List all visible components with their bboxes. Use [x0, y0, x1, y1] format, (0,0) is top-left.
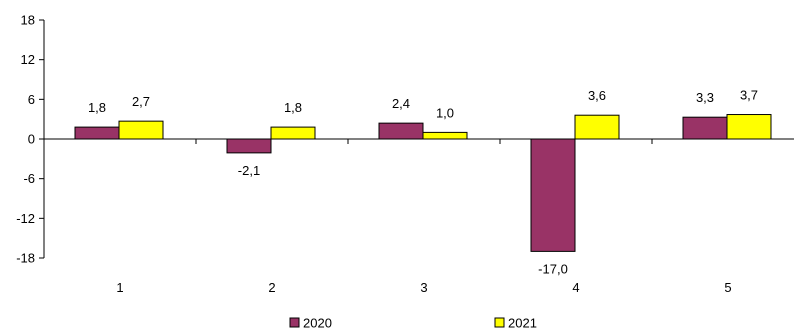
bar-2020-3: [378, 122, 424, 140]
data-label-2021-2: 1,8: [284, 100, 302, 115]
x-axis: 1 2 3 4 5: [43, 138, 794, 295]
y-tick-label: 12: [21, 52, 35, 67]
y-tick-label: 0: [28, 132, 35, 147]
bar-2021-2: [270, 126, 316, 140]
bar-2020-2: [226, 138, 272, 154]
x-tick-label: 5: [724, 280, 731, 295]
bar-2021-3: [422, 131, 468, 140]
data-label-2020-5: 3,3: [696, 90, 714, 105]
y-tick-label: -18: [16, 251, 35, 266]
data-label-2021-4: 3,6: [588, 88, 606, 103]
legend-swatch-2021: [494, 317, 505, 328]
x-tick-label: 4: [572, 280, 579, 295]
bar-2021-4: [574, 114, 620, 140]
y-tick-label: -6: [23, 171, 35, 186]
y-tick-label: 6: [28, 92, 35, 107]
data-label-2020-2: -2,1: [238, 163, 260, 178]
bar-2020-4: [530, 138, 576, 252]
legend-swatch-2020: [289, 317, 300, 328]
y-tick-label: 18: [21, 13, 35, 28]
data-label-2020-1: 1,8: [88, 100, 106, 115]
bar-2021-1: [118, 120, 164, 140]
bar-2020-5: [682, 116, 728, 140]
legend-label-2021: 2021: [508, 316, 537, 331]
x-tick-label: 3: [420, 280, 427, 295]
bar-2020-1: [74, 126, 120, 140]
bar-2021-5: [726, 114, 772, 140]
data-label-2021-3: 1,0: [436, 105, 454, 120]
bars: [74, 114, 772, 252]
data-labels: 1,8 2,7 -2,1 1,8 2,4 1,0 -17,0 3,6 3,3 3,7: [88, 88, 758, 277]
data-label-2020-4: -17,0: [538, 261, 568, 276]
y-axis: 18 12 6 0 -6 -12 -18: [16, 13, 45, 266]
x-tick-label: 2: [268, 280, 275, 295]
y-tick-label: -12: [16, 211, 35, 226]
legend: 2020 2021: [289, 316, 537, 331]
legend-label-2020: 2020: [303, 316, 332, 331]
data-label-2020-3: 2,4: [392, 96, 410, 111]
x-tick-label: 1: [116, 280, 123, 295]
data-label-2021-5: 3,7: [740, 88, 758, 103]
data-label-2021-1: 2,7: [132, 94, 150, 109]
